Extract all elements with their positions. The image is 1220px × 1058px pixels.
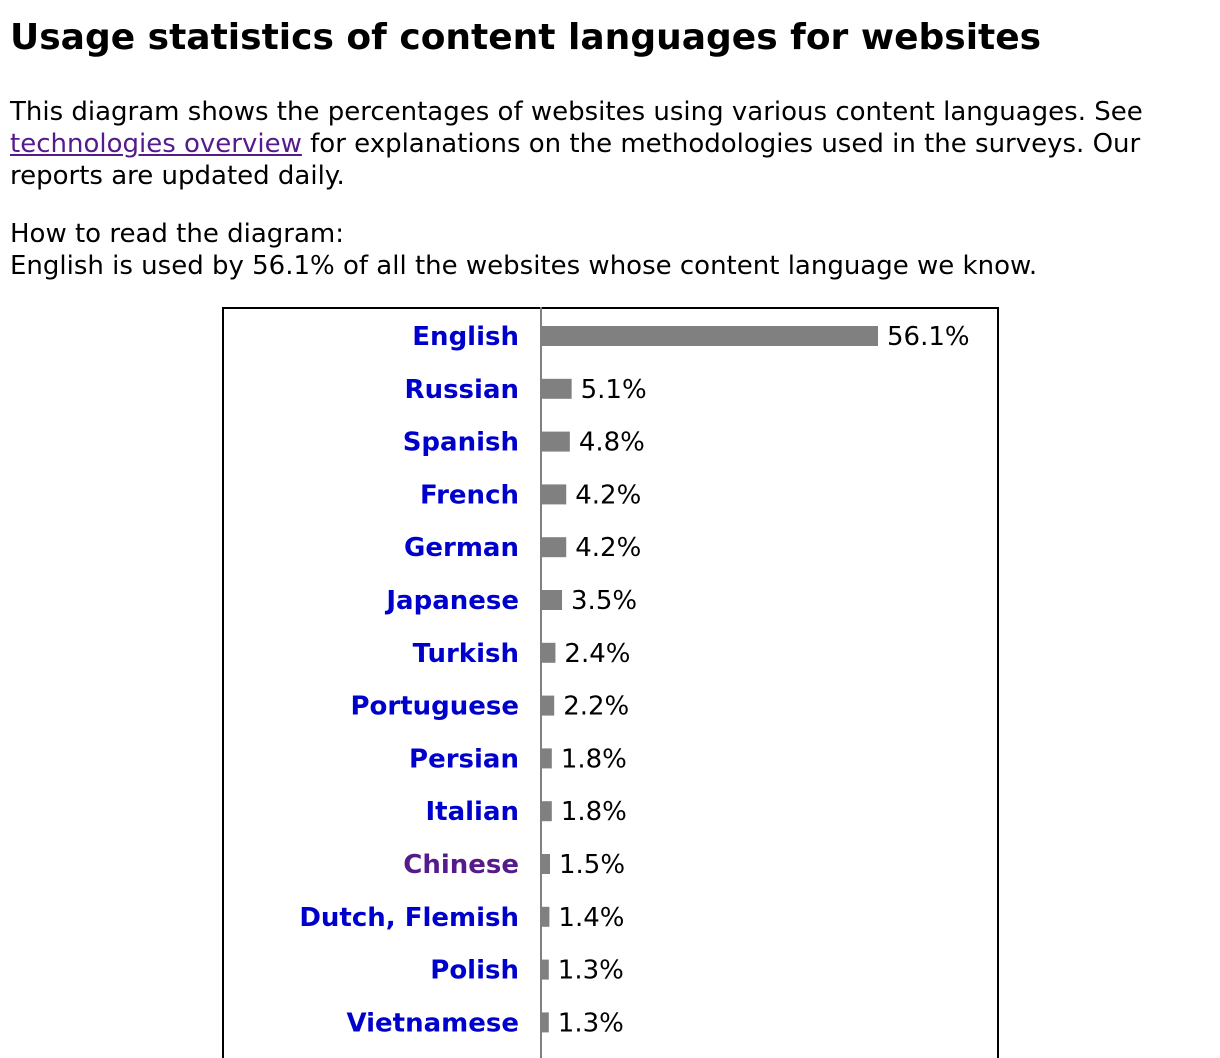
category-label-link[interactable]: Polish <box>430 956 519 986</box>
value-label: 1.8% <box>561 744 627 774</box>
value-label: 4.8% <box>579 428 645 458</box>
chart-frame <box>222 307 999 1058</box>
chart-row: Polish 1.3% <box>430 956 624 986</box>
category-label-link[interactable]: Turkish <box>413 639 519 669</box>
value-label: 1.4% <box>558 903 624 933</box>
chart-row: Persian 1.8% <box>409 744 627 774</box>
bar <box>541 801 552 822</box>
chart-row: Russian 5.1% <box>405 375 647 405</box>
category-label-link[interactable]: Russian <box>405 375 519 405</box>
category-label-link[interactable]: Vietnamese <box>346 1008 519 1038</box>
value-label: 1.5% <box>559 850 625 880</box>
value-label: 56.1% <box>887 322 970 352</box>
bar <box>541 431 570 452</box>
chart-row: Japanese 3.5% <box>384 586 637 616</box>
chart-row: Vietnamese 1.3% <box>346 1008 623 1038</box>
value-label: 3.5% <box>571 586 637 616</box>
bar <box>541 590 563 610</box>
page-title: Usage statistics of content languages fo… <box>10 17 1042 58</box>
intro-text-after: for explanations on the methodologies us… <box>10 129 1141 191</box>
category-label-link[interactable]: Dutch, Flemish <box>299 903 519 933</box>
chart-row: Spanish 4.8% <box>403 428 645 458</box>
category-label-link[interactable]: Japanese <box>384 586 519 616</box>
bar <box>541 642 556 663</box>
value-label: 1.3% <box>558 956 624 986</box>
language-bar-chart: English 56.1% Russian 5.1% Spanish 4.8% French… <box>299 307 970 1058</box>
value-label: 4.2% <box>575 533 641 563</box>
chart-row: Turkish 2.4% <box>413 639 631 669</box>
bar <box>541 537 567 558</box>
value-label: 5.1% <box>581 375 647 405</box>
value-label: 2.4% <box>564 639 630 669</box>
value-label: 1.8% <box>561 797 627 827</box>
chart-row: Italian 1.8% <box>425 797 626 827</box>
category-label-link[interactable]: German <box>404 533 519 563</box>
bar <box>541 1012 549 1033</box>
value-label: 2.2% <box>563 692 629 722</box>
category-label-link[interactable]: Chinese <box>403 850 519 880</box>
bar <box>541 695 555 716</box>
bar <box>541 748 552 769</box>
chart-row: English 56.1% <box>412 322 969 352</box>
chart-row: French 4.2% <box>420 480 641 510</box>
chart-row: German 4.2% <box>404 533 641 563</box>
category-label-link[interactable]: Italian <box>425 797 519 827</box>
intro-paragraph: This diagram shows the percentages of we… <box>10 96 1200 192</box>
category-label-link[interactable]: Persian <box>409 744 519 774</box>
value-label: 4.2% <box>575 480 641 510</box>
how-to-read-heading: How to read the diagram: <box>10 219 344 249</box>
category-label-link[interactable]: French <box>420 480 519 510</box>
chart-row: Chinese 1.5% <box>403 850 625 880</box>
how-to-read-paragraph: How to read the diagram: English is used … <box>10 218 1200 282</box>
category-label-link[interactable]: English <box>412 322 519 352</box>
bar <box>541 959 549 980</box>
bar <box>541 326 878 346</box>
bar <box>541 906 550 927</box>
category-label-link[interactable]: Portuguese <box>350 692 519 722</box>
chart-row: Dutch, Flemish 1.4% <box>299 903 624 933</box>
technologies-overview-link[interactable]: technologies overview <box>10 129 302 159</box>
how-to-read-text: English is used by 56.1% of all the webs… <box>10 251 1038 281</box>
value-label: 1.3% <box>558 1008 624 1038</box>
bar <box>541 854 551 874</box>
bar <box>541 484 567 505</box>
category-label-link[interactable]: Spanish <box>403 428 519 458</box>
intro-text-before: This diagram shows the percentages of we… <box>10 97 1143 127</box>
chart-row: Portuguese 2.2% <box>350 692 629 722</box>
bar <box>541 378 572 399</box>
